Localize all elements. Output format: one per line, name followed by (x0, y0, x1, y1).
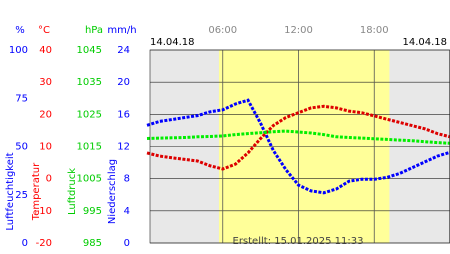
x-tick-label: 18:00 (360, 25, 389, 36)
footer: Erstellt: 15.01.2025 11:33 (233, 236, 364, 247)
axis-unit: % (15, 25, 25, 36)
y-tick-label: 4 (124, 206, 130, 217)
axis-label: Niederschlag (107, 159, 118, 224)
y-tick-label: 0 (46, 174, 52, 185)
series-line (146, 129, 450, 145)
y-tick-label: 50 (15, 142, 28, 153)
y-tick-label: 75 (15, 93, 28, 104)
y-tick-label: 995 (83, 206, 102, 217)
y-tick-label: 1025 (77, 109, 102, 120)
x-tick-label: 12:00 (284, 25, 313, 36)
y-tick-label: 24 (117, 45, 130, 56)
y-tick-label: 0 (22, 238, 28, 249)
y-tick-label: 1035 (77, 77, 102, 88)
y-tick-label: 8 (124, 174, 130, 185)
y-tick-label: 40 (39, 45, 52, 56)
axis-unit: hPa (85, 25, 103, 36)
y-tick-label: 985 (83, 238, 102, 249)
y-tick-label: 1005 (77, 174, 102, 185)
series-line (146, 104, 450, 171)
axis-label: Luftfeuchtigkeit (5, 152, 16, 230)
axis-label: Luftdruck (67, 168, 78, 215)
y-tick-label: 0 (124, 238, 130, 249)
y-tick-label: 100 (9, 45, 28, 56)
y-tick-label: 1015 (77, 142, 102, 153)
y-tick-label: 12 (117, 142, 130, 153)
axis-label: Temperatur (31, 162, 42, 221)
series-line (146, 98, 450, 195)
date-left: 14.04.18 (150, 37, 195, 48)
y-tick-label: 30 (39, 77, 52, 88)
y-tick-label: 25 (15, 190, 28, 201)
axis-unit: °C (38, 25, 50, 36)
y-tick-label: 16 (117, 109, 130, 120)
y-tick-label: 10 (39, 142, 52, 153)
y-tick-label: 20 (117, 77, 130, 88)
x-tick-label: 06:00 (208, 25, 237, 36)
y-tick-label: -20 (36, 238, 52, 249)
date-right: 14.04.18 (402, 37, 447, 48)
y-tick-label: 20 (39, 109, 52, 120)
y-tick-label: 1045 (77, 45, 102, 56)
y-tick-label: -10 (36, 206, 52, 217)
axis-unit: mm/h (107, 25, 136, 36)
